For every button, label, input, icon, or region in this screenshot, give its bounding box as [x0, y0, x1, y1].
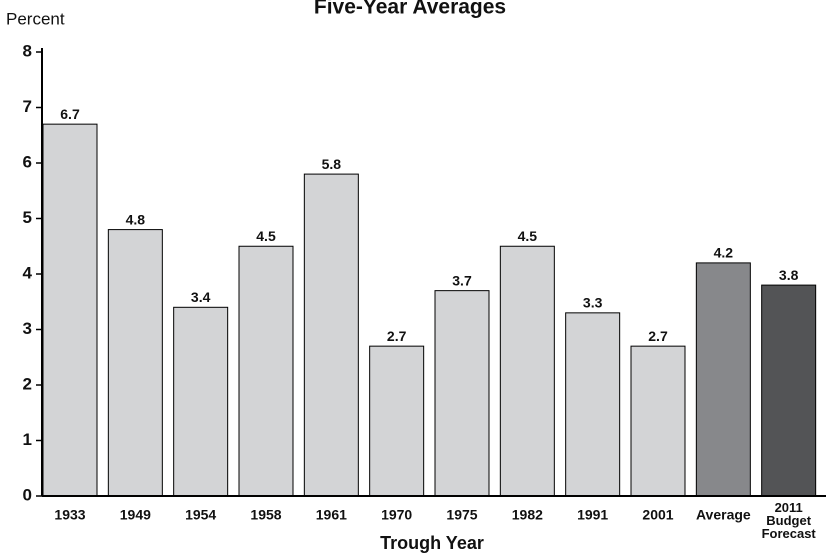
x-tick-label: 1961	[316, 507, 347, 523]
value-label: 5.8	[322, 156, 342, 172]
y-tick-label: 0	[23, 485, 32, 504]
y-tick-label: 1	[23, 430, 32, 449]
value-label: 4.5	[256, 228, 276, 244]
x-tick-label: 1933	[54, 507, 85, 523]
x-tick-label: 2011 Budget Forecast	[762, 500, 817, 541]
bar	[761, 284, 817, 497]
x-tick-label: 2001	[642, 507, 673, 523]
y-axis-label: Percent	[6, 9, 65, 28]
bar	[238, 245, 294, 497]
x-tick-label: 1982	[512, 507, 543, 523]
x-tick-label: 1975	[446, 507, 477, 523]
bar	[173, 306, 229, 497]
bar	[42, 123, 98, 497]
value-label: 3.3	[583, 295, 603, 311]
bar	[499, 245, 555, 497]
x-tick-label: 1970	[381, 507, 412, 523]
value-label: 4.8	[126, 211, 146, 227]
value-label: 3.8	[779, 267, 799, 283]
y-tick-label: 7	[23, 97, 32, 116]
bar	[369, 345, 425, 497]
bar	[695, 262, 751, 497]
x-tick-label: 1949	[120, 507, 151, 523]
y-tick-label: 4	[23, 263, 33, 282]
bar	[107, 229, 163, 497]
bar	[303, 173, 359, 497]
chart-title: Five-Year Averages	[314, 0, 506, 19]
value-label: 4.5	[518, 228, 538, 244]
y-tick-label: 2	[23, 374, 32, 393]
x-tick-label: 1954	[185, 507, 216, 523]
value-label: 2.7	[387, 328, 407, 344]
bar	[434, 290, 490, 497]
x-axis-label: Trough Year	[380, 533, 484, 553]
y-tick-label: 8	[23, 41, 32, 60]
value-label: 6.7	[60, 106, 80, 122]
x-tick-label: 1991	[577, 507, 608, 523]
value-label: 2.7	[648, 328, 668, 344]
y-tick-label: 5	[23, 208, 32, 227]
value-label: 3.7	[452, 272, 472, 288]
value-label: 4.2	[714, 245, 734, 261]
bar	[630, 345, 686, 497]
x-tick-label: Average	[696, 507, 751, 523]
y-tick-label: 3	[23, 319, 32, 338]
value-label: 3.4	[191, 289, 211, 305]
x-tick-label: 1958	[250, 507, 281, 523]
bar	[565, 312, 621, 497]
y-tick-label: 6	[23, 152, 32, 171]
